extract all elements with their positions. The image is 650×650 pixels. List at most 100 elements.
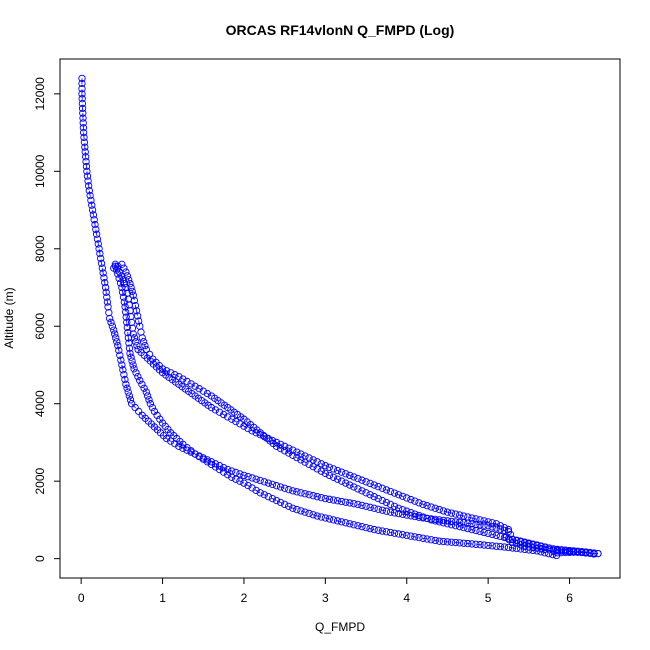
data-point xyxy=(549,545,557,553)
data-point xyxy=(423,514,431,523)
data-point xyxy=(419,500,427,509)
data-point xyxy=(464,513,472,521)
data-point xyxy=(82,162,91,171)
data-point xyxy=(78,95,86,103)
data-point xyxy=(382,528,391,536)
data-point xyxy=(407,532,415,540)
data-point xyxy=(297,489,305,497)
data-point xyxy=(260,491,268,499)
data-point xyxy=(120,371,128,379)
data-point xyxy=(529,541,537,549)
data-point xyxy=(167,437,175,445)
data-point xyxy=(329,473,338,481)
data-point xyxy=(305,491,313,499)
data-point xyxy=(488,530,496,539)
data-point xyxy=(120,279,129,288)
data-point xyxy=(88,201,96,209)
series-connector-line xyxy=(133,368,141,381)
series-connector-line xyxy=(292,507,318,517)
series-connector-line xyxy=(276,442,302,455)
data-point xyxy=(521,539,529,547)
data-point xyxy=(317,493,325,502)
data-point xyxy=(305,460,313,469)
data-point xyxy=(90,216,98,224)
data-point xyxy=(317,513,325,521)
data-point xyxy=(203,389,211,398)
data-point xyxy=(337,497,346,506)
data-point xyxy=(533,547,541,555)
data-point xyxy=(504,525,513,534)
data-point xyxy=(207,460,216,469)
data-point xyxy=(179,444,187,452)
data-point xyxy=(203,456,211,464)
data-point xyxy=(110,264,118,272)
data-point xyxy=(252,475,260,483)
data-point xyxy=(183,446,191,454)
data-point xyxy=(447,538,456,546)
data-point xyxy=(97,259,106,267)
data-point xyxy=(362,523,370,532)
data-point xyxy=(281,500,289,509)
data-point xyxy=(468,514,476,522)
data-point xyxy=(374,494,382,503)
data-point xyxy=(132,369,140,377)
data-point xyxy=(447,521,456,529)
data-point xyxy=(382,486,391,494)
data-point xyxy=(93,235,102,243)
data-point xyxy=(175,442,183,450)
data-point xyxy=(219,410,228,419)
x-axis-label: Q_FMPD xyxy=(315,620,365,634)
data-point xyxy=(126,307,134,315)
data-point xyxy=(500,533,509,542)
data-point xyxy=(468,520,476,528)
data-point xyxy=(187,380,195,388)
data-point xyxy=(96,249,104,258)
data-point xyxy=(321,462,329,470)
data-point xyxy=(407,495,415,504)
data-point xyxy=(83,172,92,180)
data-point xyxy=(79,119,87,127)
data-point xyxy=(386,487,395,496)
data-point xyxy=(78,99,87,108)
data-point xyxy=(317,467,325,475)
series-connector-line xyxy=(154,411,163,424)
data-point xyxy=(142,388,150,396)
data-point xyxy=(136,322,144,330)
data-point xyxy=(98,264,106,272)
data-point xyxy=(342,470,350,478)
data-point xyxy=(123,318,131,327)
data-point xyxy=(386,508,395,516)
data-point xyxy=(557,547,566,555)
data-point xyxy=(127,353,135,361)
data-point xyxy=(124,276,133,284)
data-point xyxy=(116,351,124,359)
data-point xyxy=(211,406,220,414)
series-connector-line xyxy=(581,551,595,555)
data-point xyxy=(451,510,460,518)
data-point xyxy=(464,524,472,533)
data-point xyxy=(268,494,277,503)
data-point xyxy=(78,104,87,113)
data-point xyxy=(309,511,317,519)
data-point xyxy=(390,502,399,510)
data-point xyxy=(342,498,350,506)
data-point xyxy=(378,527,386,535)
data-point xyxy=(224,465,232,474)
y-tick-label: 12000 xyxy=(33,77,47,111)
data-point xyxy=(329,496,338,504)
data-point xyxy=(122,268,130,276)
data-point xyxy=(451,522,460,530)
data-point xyxy=(350,500,358,508)
data-point xyxy=(127,400,136,408)
data-point xyxy=(431,536,439,545)
data-point xyxy=(264,479,273,487)
data-point xyxy=(460,512,468,520)
data-point xyxy=(199,455,207,463)
data-point xyxy=(297,450,305,458)
x-tick-label: 5 xyxy=(485,591,492,605)
data-point xyxy=(99,269,107,277)
series-connector-line xyxy=(325,473,350,486)
data-point xyxy=(138,380,146,388)
data-point xyxy=(219,468,228,476)
data-point xyxy=(114,341,122,350)
